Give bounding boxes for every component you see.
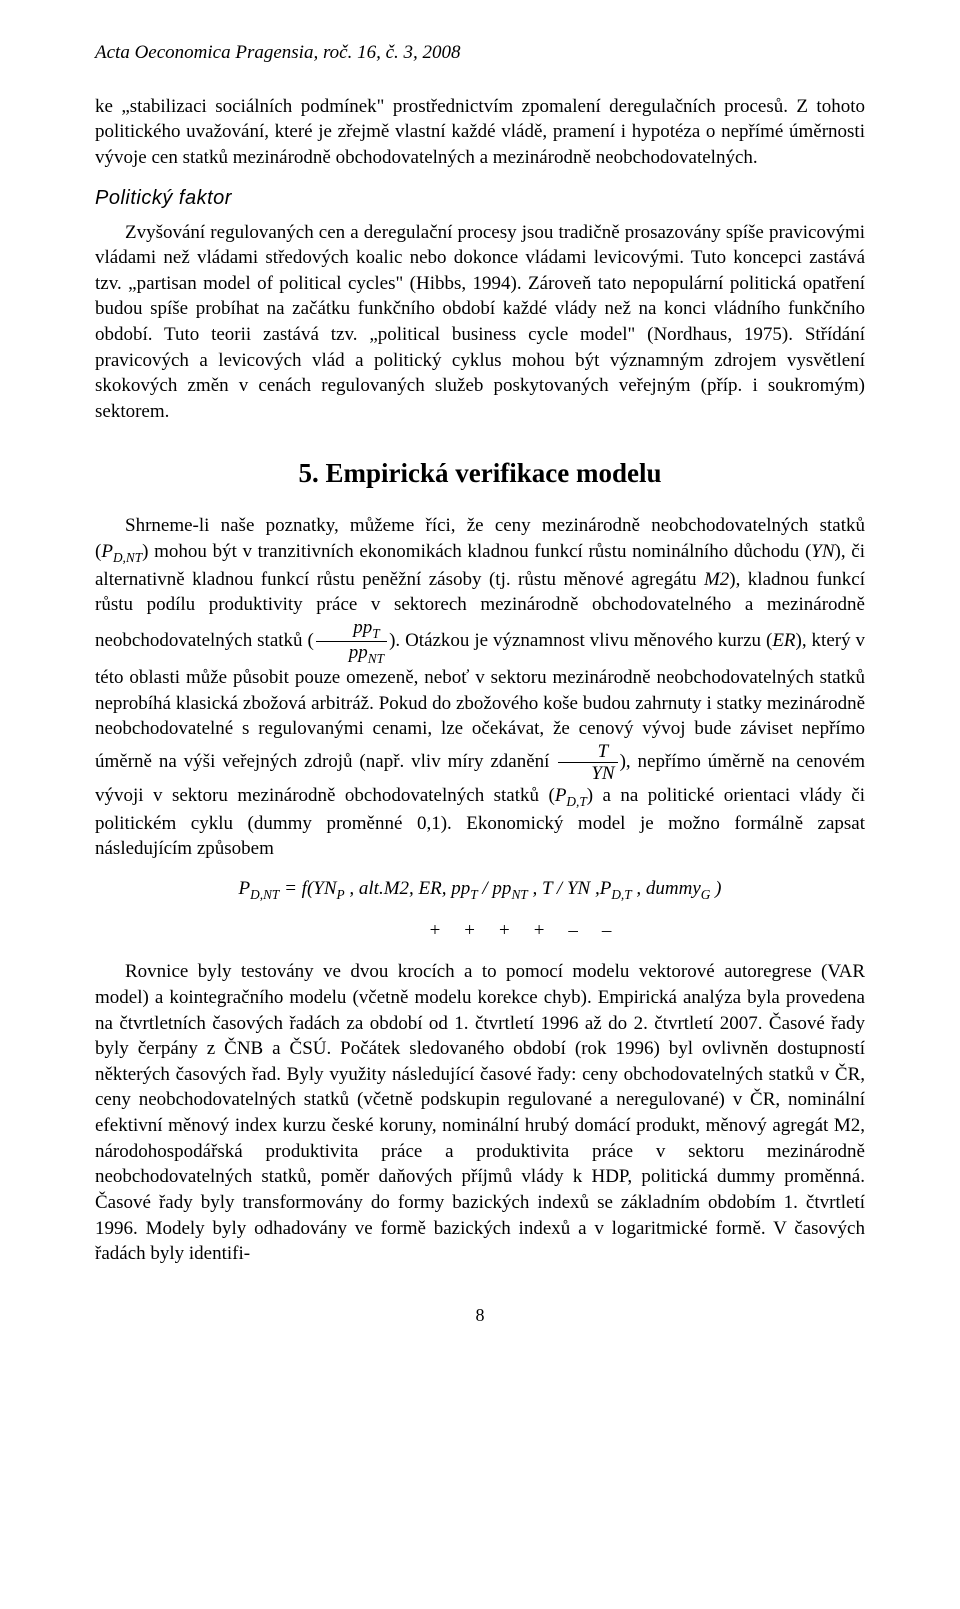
variable-yn: YN [811,541,834,562]
paragraph-1: ke „stabilizaci sociálních podmínek" pro… [95,94,865,171]
variable-m2: M2 [704,569,729,590]
paragraph-3: Shrneme-li naše poznatky, můžeme říci, ž… [95,513,865,862]
equation-signs: ++++–– [95,918,865,944]
variable-er: ER [772,630,795,651]
fraction-tyn: TYN [558,742,617,783]
variable-pdnt: PD,NT [101,541,142,562]
text: ) mohou být v tranzitivních ekonomikách … [142,541,811,562]
equation: PD,NT = f(YNP , alt.M2, ER, ppT / ppNT ,… [95,876,865,904]
text: ). Otázkou je významnost vlivu měnového … [389,630,772,651]
variable-pdt: PD,T [555,785,587,806]
paragraph-4: Rovnice byly testovány ve dvou krocích a… [95,959,865,1267]
fraction-pp: ppTppNT [316,618,387,665]
page-number: 8 [95,1303,865,1327]
subsection-title: Politický faktor [95,185,865,212]
section-heading: 5. Empirická verifikace modelu [95,455,865,491]
paragraph-2: Zvyšování regulovaných cen a deregulační… [95,220,865,425]
journal-header: Acta Oeconomica Pragensia, roč. 16, č. 3… [95,40,865,66]
